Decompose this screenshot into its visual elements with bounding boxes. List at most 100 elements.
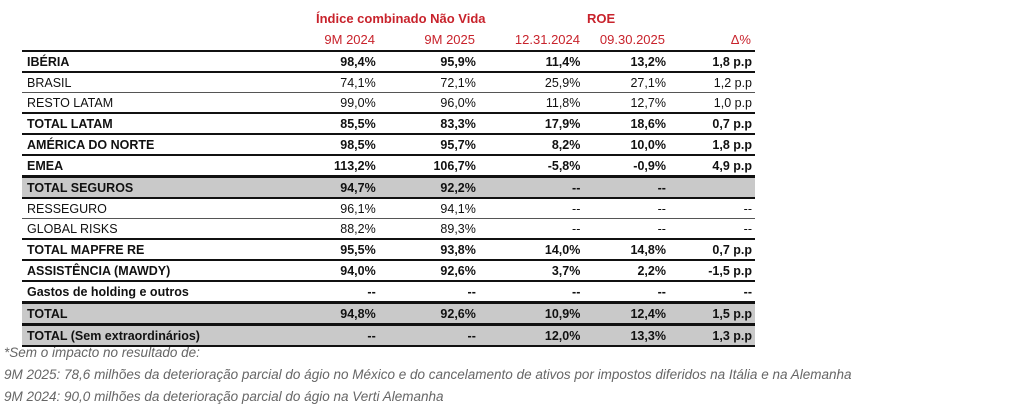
cell-value: 27,1% [583, 71, 669, 93]
cell-value: -1,5 p.p [668, 259, 755, 281]
cell-value: 1,0 p.p [668, 92, 755, 113]
cell-value: 14,8% [583, 238, 669, 260]
cell-value: -0,9% [583, 154, 669, 177]
row-label: AMÉRICA DO NORTE [22, 133, 295, 155]
header-combined-ratio: Índice combinado Não Vida [316, 11, 486, 26]
cell-value: 113,2% [294, 154, 379, 177]
row-label: TOTAL [22, 301, 295, 325]
cell-value: 11,4% [478, 50, 584, 72]
cell-value: 2,2% [583, 259, 669, 281]
table-row: TOTAL 94,8% 92,6% 10,9% 12,4% 1,5 p.p [22, 301, 755, 325]
cell-value: 8,2% [478, 133, 584, 155]
cell-value: 1,8 p.p [668, 50, 755, 72]
cell-value: 13,2% [583, 50, 669, 72]
cell-value: -- [668, 280, 755, 303]
cell-value: 11,8% [478, 92, 584, 113]
header-col-9m2025: 9M 2025 [424, 32, 475, 47]
cell-value: 88,2% [294, 218, 379, 239]
cell-value: 94,1% [378, 197, 479, 219]
cell-value: -- [378, 280, 479, 303]
footnote-9m2024: 9M 2024: 90,0 milhões da deterioração pa… [4, 389, 444, 404]
cell-value: 96,1% [294, 197, 379, 219]
cell-value: 95,5% [294, 238, 379, 260]
cell-value: 106,7% [378, 154, 479, 177]
row-label: ASSISTÊNCIA (MAWDY) [22, 259, 295, 281]
cell-value: -- [478, 175, 584, 198]
header-roe: ROE [587, 11, 616, 26]
row-label: Gastos de holding e outros [22, 280, 295, 303]
cell-value: 14,0% [478, 238, 584, 260]
cell-value: 95,9% [378, 50, 479, 72]
table-row: TOTAL MAPFRE RE 95,5% 93,8% 14,0% 14,8% 0,7 p… [22, 238, 755, 260]
row-label: TOTAL (Sem extraordinários) [22, 323, 295, 347]
table-row: AMÉRICA DO NORTE 98,5% 95,7% 8,2% 10,0% 1,8 p… [22, 133, 755, 155]
cell-value: 94,7% [294, 175, 379, 198]
cell-value: 93,8% [378, 238, 479, 260]
cell-value: -- [668, 197, 755, 219]
cell-value [668, 175, 755, 198]
cell-value: 96,0% [378, 92, 479, 113]
cell-value: 12,0% [478, 323, 584, 347]
cell-value: 0,7 p.p [668, 238, 755, 260]
cell-value: 74,1% [294, 71, 379, 93]
cell-value: -5,8% [478, 154, 584, 177]
cell-value: -- [378, 323, 479, 347]
cell-value: 98,5% [294, 133, 379, 155]
row-label: BRASIL [22, 71, 295, 93]
cell-value: 72,1% [378, 71, 479, 93]
results-table: IBÉRIA 98,4% 95,9% 11,4% 13,2% 1,8 p.p BRASIL 7… [22, 50, 755, 347]
row-label: EMEA [22, 154, 295, 177]
cell-value: -- [668, 218, 755, 239]
cell-value: -- [583, 280, 669, 303]
cell-value: 17,9% [478, 112, 584, 134]
table-row: ASSISTÊNCIA (MAWDY) 94,0% 92,6% 3,7% 2,2% -1,… [22, 259, 755, 281]
cell-value: 94,8% [294, 301, 379, 325]
header-col-delta: Δ% [730, 32, 751, 47]
row-label: GLOBAL RISKS [22, 218, 295, 239]
table-row: Gastos de holding e outros -- -- -- -- -- [22, 280, 755, 303]
header-col-2025-09-30: 09.30.2025 [599, 32, 665, 47]
cell-value: 83,3% [378, 112, 479, 134]
cell-value: 3,7% [478, 259, 584, 281]
table-row: RESTO LATAM 99,0% 96,0% 11,8% 12,7% 1,0 p.p [22, 92, 755, 113]
cell-value: 95,7% [378, 133, 479, 155]
cell-value: 92,6% [378, 301, 479, 325]
cell-value: -- [294, 323, 379, 347]
cell-value: 1,2 p.p [668, 71, 755, 93]
row-label: TOTAL SEGUROS [22, 175, 295, 198]
row-label: TOTAL LATAM [22, 112, 295, 134]
header-col-2024-12-31: 12.31.2024 [514, 32, 580, 47]
row-label: TOTAL MAPFRE RE [22, 238, 295, 260]
cell-value: 94,0% [294, 259, 379, 281]
table-row: IBÉRIA 98,4% 95,9% 11,4% 13,2% 1,8 p.p [22, 50, 755, 72]
row-label: RESTO LATAM [22, 92, 295, 113]
cell-value: -- [294, 280, 379, 303]
cell-value: -- [583, 175, 669, 198]
cell-value: 10,9% [478, 301, 584, 325]
cell-value: 1,8 p.p [668, 133, 755, 155]
cell-value: 0,7 p.p [668, 112, 755, 134]
cell-value: -- [478, 197, 584, 219]
cell-value: 25,9% [478, 71, 584, 93]
table-row: EMEA 113,2% 106,7% -5,8% -0,9% 4,9 p.p [22, 154, 755, 177]
table-row: BRASIL 74,1% 72,1% 25,9% 27,1% 1,2 p.p [22, 71, 755, 93]
cell-value: -- [478, 218, 584, 239]
cell-value: -- [583, 197, 669, 219]
table-row: TOTAL LATAM 85,5% 83,3% 17,9% 18,6% 0,7 p.p [22, 112, 755, 134]
table-row: RESSEGURO 96,1% 94,1% -- -- -- [22, 197, 755, 219]
cell-value: 98,4% [294, 50, 379, 72]
cell-value: 92,6% [378, 259, 479, 281]
cell-value: 1,5 p.p [668, 301, 755, 325]
cell-value: 1,3 p.p [668, 323, 755, 347]
table-row: TOTAL (Sem extraordinários) -- -- 12,0% 13,3… [22, 323, 755, 347]
cell-value: 92,2% [378, 175, 479, 198]
cell-value: 12,4% [583, 301, 669, 325]
header-col-9m2024: 9M 2024 [324, 32, 375, 47]
cell-value: 89,3% [378, 218, 479, 239]
cell-value: -- [478, 280, 584, 303]
cell-value: 4,9 p.p [668, 154, 755, 177]
cell-value: 12,7% [583, 92, 669, 113]
table-row: GLOBAL RISKS 88,2% 89,3% -- -- -- [22, 218, 755, 239]
cell-value: 18,6% [583, 112, 669, 134]
cell-value: 85,5% [294, 112, 379, 134]
